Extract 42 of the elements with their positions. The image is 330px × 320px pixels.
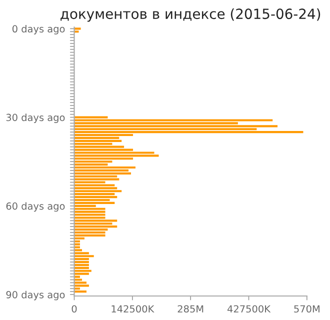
bar xyxy=(74,152,154,154)
bar xyxy=(74,140,122,142)
bar xyxy=(74,214,106,216)
bar xyxy=(74,246,80,248)
bar xyxy=(74,282,86,284)
bar xyxy=(74,264,89,266)
bar xyxy=(74,119,273,122)
bar xyxy=(74,284,89,287)
bar xyxy=(74,290,86,293)
bar xyxy=(74,208,106,210)
x-tick-label: 142500K xyxy=(112,305,154,313)
bar xyxy=(74,272,89,275)
y-tick-label: 0 days ago xyxy=(12,24,65,34)
y-tick-label: 60 days ago xyxy=(6,202,65,212)
bar xyxy=(74,220,118,222)
bar xyxy=(74,184,115,186)
bar xyxy=(74,131,304,134)
x-tick-label: 285M xyxy=(178,305,204,313)
bar xyxy=(74,202,115,204)
x-tick-label: 427500K xyxy=(227,305,271,313)
bar xyxy=(74,172,131,174)
x-tick-label: 570M xyxy=(294,305,320,313)
bar xyxy=(74,125,278,128)
bar xyxy=(74,260,89,264)
bar xyxy=(74,187,118,190)
x-tick-label: 0 xyxy=(72,305,77,313)
bar xyxy=(74,266,89,269)
bar xyxy=(74,196,118,198)
bar xyxy=(74,278,82,281)
bar xyxy=(74,226,118,228)
bar xyxy=(74,190,122,192)
bar xyxy=(74,234,106,236)
chart-title: документов в индексе (2015-06-24) xyxy=(60,8,320,22)
bar xyxy=(74,178,120,180)
bar xyxy=(74,210,106,213)
y-tick-label: 30 days ago xyxy=(6,114,65,124)
bar xyxy=(74,270,92,272)
bar xyxy=(74,255,94,258)
bar xyxy=(74,154,159,157)
bar xyxy=(74,166,136,169)
bar xyxy=(74,231,106,234)
y-tick-label: 90 days ago xyxy=(6,290,65,300)
